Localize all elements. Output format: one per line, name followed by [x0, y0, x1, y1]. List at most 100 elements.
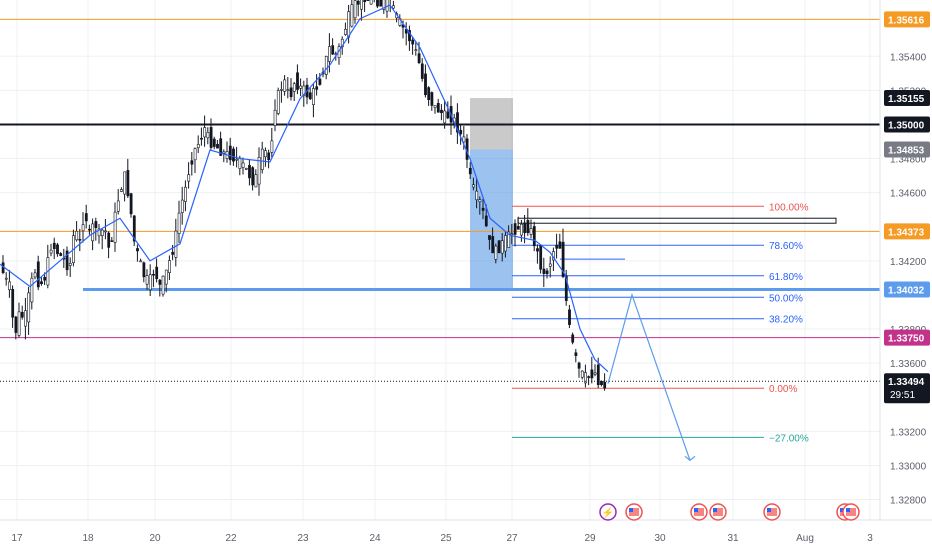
candle-body — [347, 11, 351, 38]
candle-body — [564, 275, 568, 301]
time-tick-label: 27 — [506, 533, 518, 544]
candle-body — [40, 281, 43, 284]
candle-body — [545, 270, 549, 275]
us-flag-canton — [767, 508, 771, 512]
time-tick-label: 30 — [654, 533, 666, 544]
candle-body — [603, 381, 607, 389]
candle-body — [244, 167, 248, 170]
candle-body — [500, 240, 504, 254]
candle-body — [510, 233, 514, 235]
candle-body — [561, 241, 565, 277]
candle-body — [228, 145, 232, 161]
candle-body — [11, 288, 15, 318]
price-tag — [884, 116, 930, 133]
candle-body — [212, 138, 216, 147]
candle-body — [328, 46, 331, 62]
candle-body — [260, 148, 264, 171]
candle-body — [360, 0, 363, 10]
candle-body — [8, 281, 11, 291]
candle-body — [497, 240, 501, 254]
candle-body — [392, 5, 395, 9]
fib-level-label: 50.00% — [769, 293, 803, 304]
candle-body — [33, 272, 37, 278]
candle-body — [536, 248, 539, 252]
candle-body — [17, 311, 21, 336]
candle-body — [571, 334, 575, 343]
candle-body — [516, 225, 520, 230]
candle-body — [292, 83, 296, 92]
candle-body — [174, 230, 178, 258]
candle-body — [142, 262, 146, 278]
price-tick-label: 1.32800 — [890, 496, 927, 507]
price-tag-label: 1.35000 — [888, 120, 925, 131]
candle-body — [462, 136, 466, 143]
candle-body — [478, 199, 482, 203]
candle-body — [36, 261, 40, 288]
candle-body — [52, 242, 56, 249]
candle-body — [104, 230, 107, 233]
candle-body — [276, 90, 280, 114]
candle-body — [529, 228, 533, 235]
candle-body — [558, 241, 562, 249]
candle-body — [161, 275, 165, 295]
candle-body — [539, 244, 543, 270]
candle-body — [126, 170, 130, 197]
candle-body — [472, 184, 475, 188]
fib-level-label: 38.20% — [769, 315, 803, 326]
fib-level-label: −27.00% — [769, 433, 809, 444]
us-flag-stripes — [767, 508, 777, 516]
price-tag — [884, 329, 930, 346]
current-price-tag — [884, 373, 930, 404]
candle-body — [331, 45, 335, 55]
candle-body — [584, 372, 587, 384]
candle-body — [488, 235, 491, 240]
candle-body — [158, 279, 162, 285]
projection-arrow-head — [684, 455, 696, 462]
candle-body — [116, 200, 120, 212]
price-tag — [884, 11, 930, 28]
event-flash-glyph: ⚡ — [602, 506, 614, 519]
ema-line — [0, 4, 609, 373]
candle-body — [20, 311, 24, 318]
candle-body — [203, 127, 207, 138]
candle-body — [232, 148, 235, 162]
candle-body — [248, 165, 251, 179]
candle-body — [132, 215, 136, 242]
candle-body — [312, 88, 315, 105]
candle-body — [196, 143, 200, 149]
candle-body — [593, 372, 597, 375]
candle-body — [129, 193, 133, 215]
plot-area[interactable]: 100.00% 78.60% 61.80% 50.00% 38.20% 0.00% −27.… — [0, 0, 880, 520]
candle-body — [436, 102, 440, 113]
candle-body — [456, 112, 459, 133]
candle-body — [270, 140, 274, 153]
candle-body — [577, 362, 581, 369]
candle-body — [350, 4, 354, 27]
candle-body — [81, 224, 85, 232]
candle-body — [481, 207, 485, 211]
economic-events: ⚡ — [599, 503, 860, 521]
candle-body — [97, 228, 101, 237]
candle-body — [433, 105, 437, 108]
candle-body — [484, 215, 488, 227]
price-tick-label: 1.33200 — [890, 427, 927, 438]
candle-body — [238, 157, 242, 169]
fib-level-label: 100.00% — [769, 202, 809, 213]
candle-body — [216, 143, 219, 149]
candle-body — [494, 245, 498, 260]
time-tick-label: Aug — [796, 533, 814, 544]
time-tick-label: 22 — [225, 533, 237, 544]
candle-body — [254, 174, 258, 188]
candle-body — [523, 222, 527, 234]
us-flag-stripes — [846, 508, 856, 516]
candle-body — [587, 376, 591, 378]
candle-body — [443, 110, 447, 124]
fib-level-label: 61.80% — [769, 272, 803, 283]
candle-body — [251, 167, 255, 186]
candle-body — [168, 260, 171, 273]
price-tag — [884, 141, 930, 158]
candle-body — [382, 0, 386, 10]
candle-body — [574, 352, 578, 356]
